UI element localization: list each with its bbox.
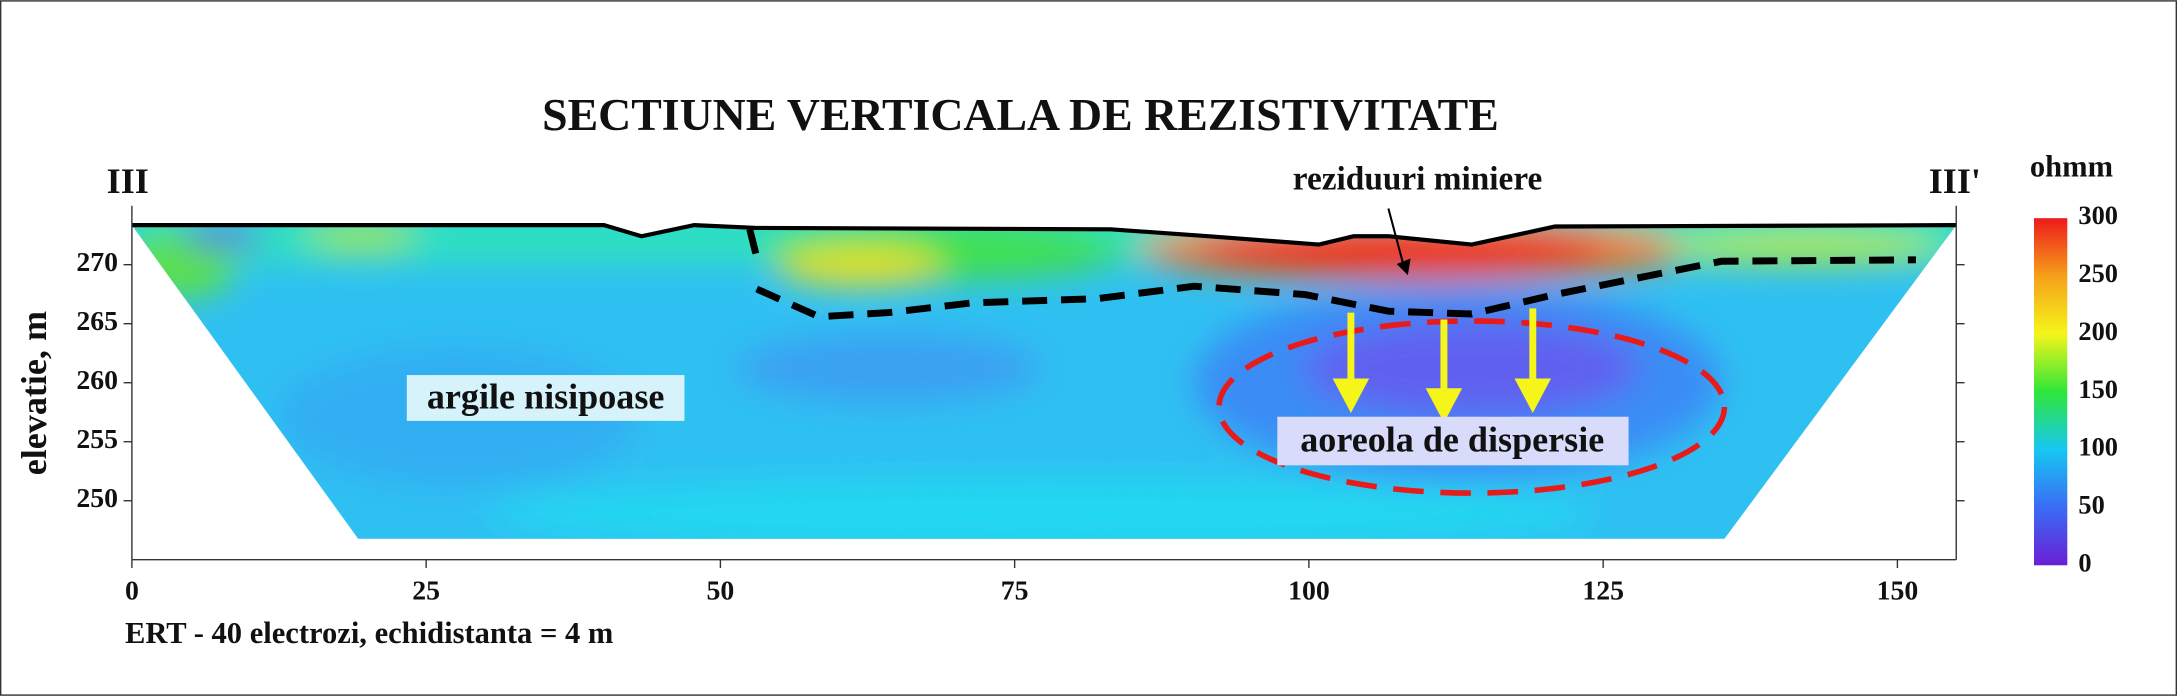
annotation: argile nisipoase: [427, 376, 665, 416]
x-tick-label: 50: [707, 575, 735, 606]
x-tick-label: 0: [125, 575, 139, 606]
dispersion-outline: [1216, 318, 1728, 496]
colorbar-tick-label: 300: [2078, 201, 2118, 230]
footer: ERT - 40 electrozi, echidistanta = 4 m: [125, 616, 613, 650]
label-bg: [1277, 416, 1629, 466]
colorbar-tick-label: 200: [2078, 317, 2118, 346]
left-label: III: [107, 161, 149, 201]
pointer-head: [1396, 258, 1411, 276]
pointer: [1387, 208, 1407, 272]
colorbar: [2033, 218, 2068, 566]
boundary-line: [746, 228, 1917, 321]
y-tick-label: 255: [76, 424, 118, 455]
arrows: [1332, 308, 1552, 423]
y-tick-label: 260: [76, 365, 118, 396]
colorbar-tick-label: 150: [2078, 375, 2118, 404]
y-axis-title: elevatie, m: [14, 311, 54, 475]
x-tick-label: 125: [1582, 575, 1624, 606]
right-label: III': [1929, 161, 1981, 201]
y-tick-label: 265: [76, 306, 118, 337]
topography: [131, 223, 1957, 247]
colorbar-label: ohmm: [2030, 150, 2113, 184]
y-tick-label: 270: [76, 247, 118, 278]
x-tick-label: 25: [412, 575, 440, 606]
annotation: aoreola de dispersie: [1300, 419, 1604, 459]
title: SECTIUNE VERTICALA DE REZISTIVITATE: [542, 89, 1499, 140]
y-tick-label: 250: [76, 483, 118, 514]
x-tick-label: 75: [1001, 575, 1029, 606]
colorbar-tick-label: 0: [2078, 548, 2091, 577]
colorbar-tick-label: 250: [2078, 259, 2118, 288]
label-bg: [406, 375, 685, 421]
annotation: reziduuri miniere: [1293, 161, 1543, 198]
colorbar-tick-label: 50: [2078, 490, 2104, 519]
x-tick-label: 150: [1877, 575, 1919, 606]
colorbar-tick-label: 100: [2078, 433, 2118, 462]
x-tick-label: 100: [1288, 575, 1330, 606]
resistivity-field: [131, 225, 1957, 539]
